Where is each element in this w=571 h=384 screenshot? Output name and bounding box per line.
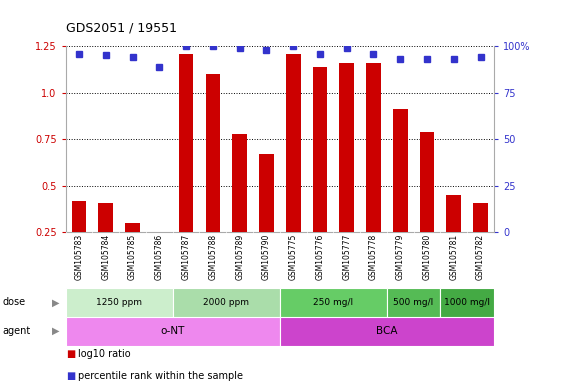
Bar [339, 63, 354, 232]
Text: log10 ratio: log10 ratio [78, 349, 131, 359]
Bar [473, 202, 488, 232]
Bar [447, 195, 461, 232]
Text: 1250 ppm: 1250 ppm [96, 298, 142, 307]
Text: GSM105781: GSM105781 [449, 234, 459, 280]
Text: GSM105775: GSM105775 [289, 234, 297, 280]
Bar [179, 53, 194, 232]
Text: GSM105782: GSM105782 [476, 234, 485, 280]
Bar [173, 288, 280, 317]
Bar [280, 288, 387, 317]
Text: dose: dose [3, 297, 26, 308]
Bar [440, 288, 494, 317]
Bar [259, 154, 274, 232]
Text: 500 mg/l: 500 mg/l [393, 298, 434, 307]
Bar [387, 288, 440, 317]
Text: 250 mg/l: 250 mg/l [313, 298, 353, 307]
Bar [393, 109, 408, 232]
Text: ▶: ▶ [53, 326, 60, 336]
Text: ■: ■ [66, 371, 75, 381]
Bar [152, 232, 167, 234]
Bar [206, 74, 220, 232]
Text: GSM105787: GSM105787 [182, 234, 191, 280]
Text: GSM105778: GSM105778 [369, 234, 378, 280]
Bar [420, 132, 435, 232]
Bar [366, 63, 381, 232]
Text: ■: ■ [66, 349, 75, 359]
Text: percentile rank within the sample: percentile rank within the sample [78, 371, 243, 381]
Text: BCA: BCA [376, 326, 397, 336]
Bar [66, 317, 280, 346]
Bar [125, 223, 140, 232]
Bar [72, 201, 86, 232]
Bar [286, 53, 300, 232]
Text: 1000 mg/l: 1000 mg/l [444, 298, 490, 307]
Bar [280, 317, 494, 346]
Text: 2000 ppm: 2000 ppm [203, 298, 250, 307]
Text: ▶: ▶ [53, 297, 60, 308]
Text: GSM105783: GSM105783 [75, 234, 83, 280]
Text: o-NT: o-NT [160, 326, 185, 336]
Text: GSM105788: GSM105788 [208, 234, 218, 280]
Text: GSM105777: GSM105777 [342, 234, 351, 280]
Text: agent: agent [3, 326, 31, 336]
Text: GSM105790: GSM105790 [262, 234, 271, 280]
Text: GSM105786: GSM105786 [155, 234, 164, 280]
Text: GSM105780: GSM105780 [423, 234, 432, 280]
Text: GDS2051 / 19551: GDS2051 / 19551 [66, 21, 176, 34]
Bar [232, 134, 247, 232]
Bar [66, 288, 173, 317]
Text: GSM105789: GSM105789 [235, 234, 244, 280]
Text: GSM105784: GSM105784 [101, 234, 110, 280]
Text: GSM105785: GSM105785 [128, 234, 137, 280]
Text: GSM105779: GSM105779 [396, 234, 405, 280]
Bar [98, 202, 113, 232]
Bar [312, 66, 327, 232]
Text: GSM105776: GSM105776 [315, 234, 324, 280]
